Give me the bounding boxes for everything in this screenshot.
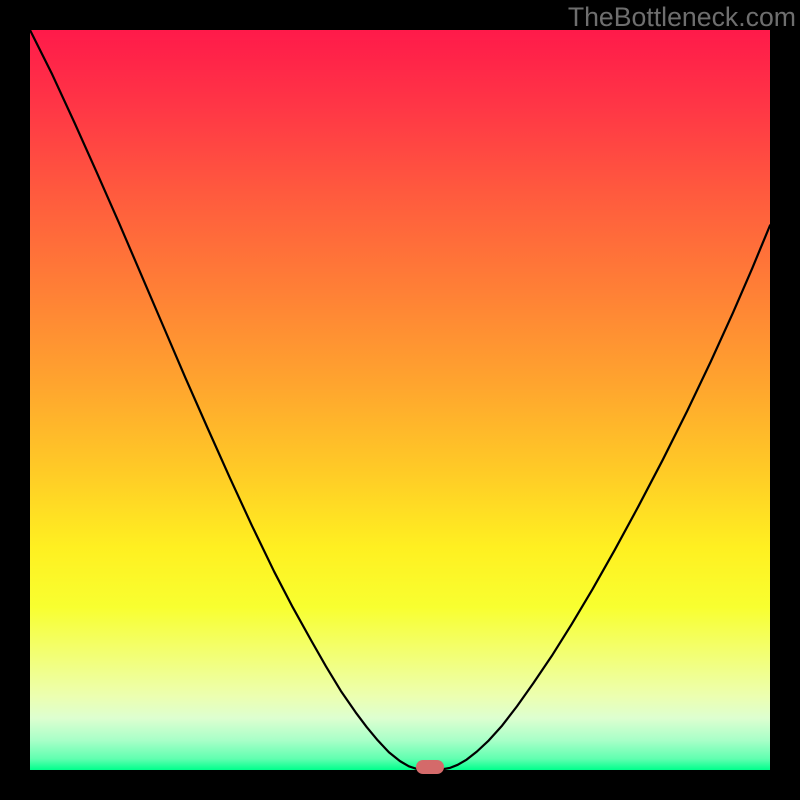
bottleneck-chart xyxy=(0,0,800,800)
chart-frame: TheBottleneck.com xyxy=(0,0,800,800)
minimum-marker xyxy=(416,760,444,774)
watermark-text: TheBottleneck.com xyxy=(568,2,796,33)
